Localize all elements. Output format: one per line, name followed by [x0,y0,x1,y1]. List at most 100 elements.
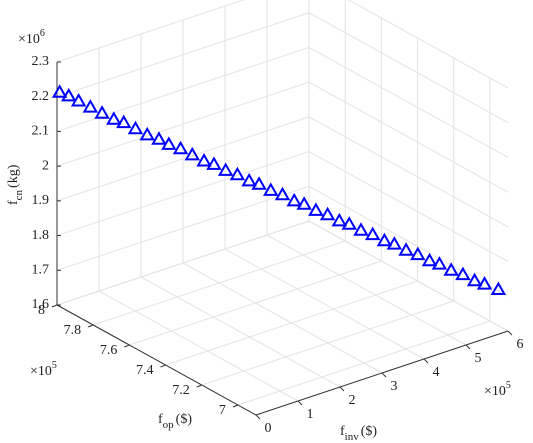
y-tick [87,324,94,328]
data-point [319,206,336,221]
grid-line [56,116,310,202]
data-point [263,182,279,196]
data-point [196,152,212,167]
z-tick-label: 1.7 [32,263,50,278]
z-tick-label: 1.9 [32,193,50,208]
y-tick [196,384,202,388]
y-label-unit: ($) [176,412,193,427]
x-tick [381,372,387,378]
grid-line [129,260,382,346]
x-tick-label: 3 [391,379,398,394]
x-tick [507,330,513,336]
data-point [466,272,483,287]
y-tick [232,404,239,408]
data-point [296,196,312,210]
grid-line [237,320,491,406]
y-axis [56,304,257,416]
grid-line [56,185,310,271]
data-point [51,84,68,98]
x-tick [297,400,303,406]
grid-line [56,220,310,306]
data-point [286,192,302,207]
x-tick-label: 4 [433,365,440,380]
data-point [106,111,122,125]
data-point [274,186,291,201]
grid-line [308,116,509,228]
data-point [116,114,132,129]
grid-line [201,300,454,386]
data-point [490,281,507,295]
x-tick [339,386,345,392]
data-point [217,162,234,176]
data-point [241,172,257,187]
y-tick [51,304,58,308]
data-point [70,92,87,107]
grid-line [56,0,245,63]
y-tick-label: 7.2 [172,383,190,398]
data-point [127,120,144,135]
data-point [82,99,99,113]
data-point [386,236,403,250]
z-axis-label: fcn(kg) [6,164,24,205]
z-exponent: ×106 [18,28,45,47]
y-exponent: ×105 [30,360,57,379]
grid-line [308,151,509,263]
y-tick-label: 7.4 [136,363,154,378]
grid-line [182,262,383,374]
data-point [308,202,324,216]
z-tick-label: 1.6 [32,297,50,312]
data-point [376,232,393,247]
z-label-sub: cn [13,189,25,200]
data-point [151,131,167,145]
grid-line [56,151,310,237]
x-axis-label: finv ($) [340,424,377,442]
grid-line [56,81,310,167]
data-point [172,140,189,155]
z-exponent-base: ×10 [18,32,40,47]
data-point [364,226,381,241]
grid-line [224,248,425,360]
grid-line [308,220,509,332]
data-point [229,166,246,181]
z-tick-label: 2.3 [32,54,50,69]
y-label-sub: op [163,419,175,431]
data-point [353,222,369,236]
y-tick [160,364,166,368]
data-point [398,242,414,256]
grid-line [98,290,299,402]
z-tick-label: 2.1 [32,124,50,139]
data-point [341,216,357,230]
x-exponent-power: 5 [506,380,511,391]
grid-line [347,0,509,89]
x-tick [465,344,471,350]
data-point [61,87,77,102]
z-tick-label: 1.8 [32,228,50,243]
x-label-sub: inv [345,431,360,443]
x-tick-label: 5 [475,351,482,366]
x-tick [423,358,429,364]
x-exponent: ×105 [484,380,511,399]
x-label-unit: ($) [361,424,378,439]
x-tick-label: 0 [265,421,272,436]
grid-line [165,280,418,366]
x-tick-label: 6 [517,337,524,352]
y-exponent-power: 5 [52,360,57,371]
data-point [331,212,348,227]
data-point [161,136,177,150]
grid-line [93,240,346,326]
data-point [206,156,222,170]
y-exponent-base: ×10 [30,364,52,379]
data-point [139,126,155,141]
z-tick-label: 2 [42,158,49,173]
y-tick-label: 7.6 [100,343,118,358]
data-point [184,146,201,161]
z-tick-label: 2.2 [32,89,50,104]
grid-line [308,46,509,158]
data-point [443,262,459,276]
y-tick-label: 8 [38,303,45,318]
data-point [431,256,448,270]
grid-line [308,12,509,124]
data-point [94,105,110,119]
grid-line [56,12,310,98]
